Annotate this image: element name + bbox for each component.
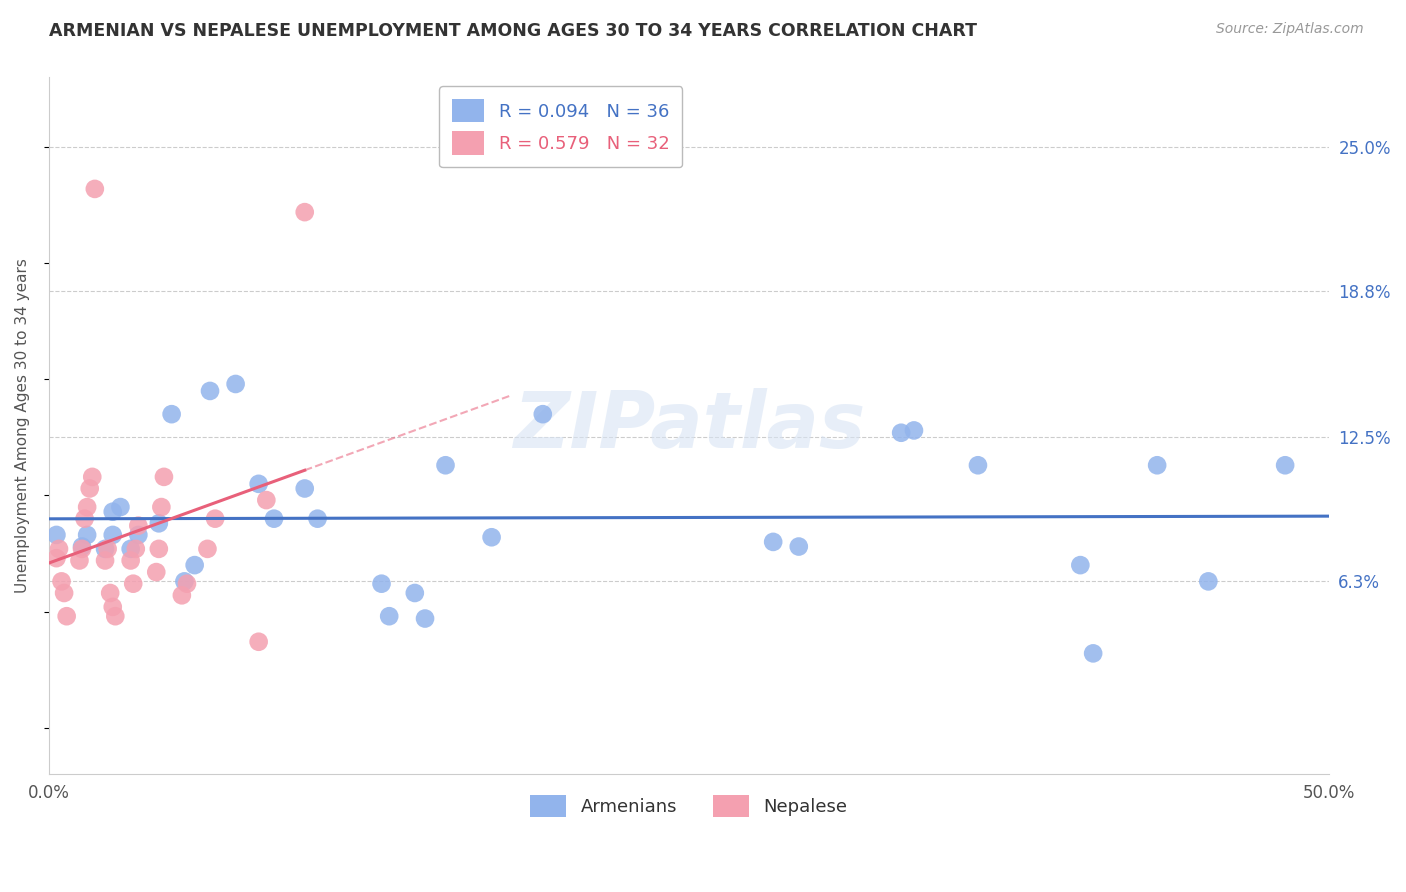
Point [413,611,436,625]
Point [1197,574,1219,589]
Point [51,574,73,589]
Point [1069,558,1091,573]
Point [903,424,925,438]
Point [127,528,149,542]
Point [70,540,93,554]
Point [98,586,121,600]
Point [83,182,105,196]
Point [254,493,277,508]
Point [148,541,170,556]
Point [263,511,285,525]
Point [120,553,142,567]
Point [247,634,270,648]
Point [53,586,76,600]
Point [145,565,167,579]
Point [94,541,117,556]
Point [1081,646,1104,660]
Point [378,609,401,624]
Point [294,482,316,496]
Point [173,574,195,589]
Point [101,528,124,542]
Point [101,599,124,614]
Point [967,458,990,473]
Text: Source: ZipAtlas.com: Source: ZipAtlas.com [1216,22,1364,37]
Text: ARMENIAN VS NEPALESE UNEMPLOYMENT AMONG AGES 30 TO 34 YEARS CORRELATION CHART: ARMENIAN VS NEPALESE UNEMPLOYMENT AMONG … [49,22,977,40]
Point [122,576,145,591]
Point [197,541,219,556]
Point [110,500,132,514]
Point [82,470,104,484]
Point [370,576,392,591]
Point [150,500,173,514]
Point [55,609,77,624]
Point [48,541,70,556]
Point [79,482,101,496]
Point [183,558,205,573]
Point [531,407,554,421]
Point [45,528,67,542]
Point [94,553,117,567]
Point [97,541,120,556]
Point [76,528,98,542]
Point [101,505,124,519]
Legend: Armenians, Nepalese: Armenians, Nepalese [523,788,855,824]
Text: ZIPatlas: ZIPatlas [513,388,865,464]
Point [45,551,67,566]
Point [76,500,98,514]
Point [1146,458,1168,473]
Point [787,540,810,554]
Y-axis label: Unemployment Among Ages 30 to 34 years: Unemployment Among Ages 30 to 34 years [15,259,30,593]
Point [73,511,96,525]
Point [307,511,329,525]
Point [198,384,221,398]
Point [148,516,170,531]
Point [120,541,142,556]
Point [247,476,270,491]
Point [404,586,426,600]
Point [225,376,247,391]
Point [160,407,183,421]
Point [176,576,198,591]
Point [481,530,503,544]
Point [890,425,912,440]
Point [127,518,149,533]
Point [762,535,785,549]
Point [104,609,127,624]
Point [204,511,226,525]
Point [70,541,93,556]
Point [69,553,91,567]
Point [434,458,457,473]
Point [170,588,193,602]
Point [153,470,176,484]
Point [1274,458,1296,473]
Point [294,205,316,219]
Point [125,541,148,556]
